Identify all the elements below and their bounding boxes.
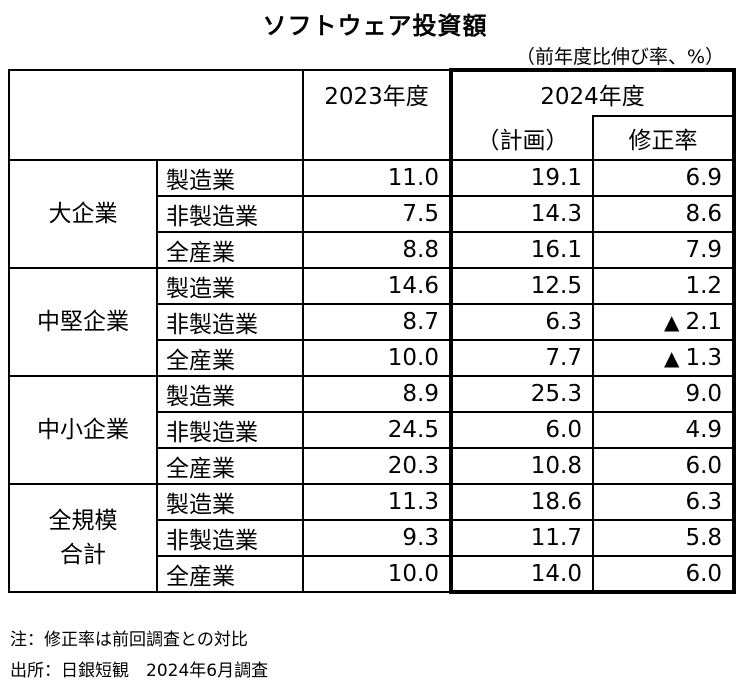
sector-label: 製造業 [156, 483, 304, 521]
value-plan: 14.0 [449, 555, 594, 594]
table-row: 非製造業 7.5 14.3 8.6 [9, 195, 737, 233]
table-row: 全規模 合計 製造業 11.3 18.6 6.3 [8, 483, 737, 593]
sector-label: 全産業 [156, 447, 304, 485]
group-label: 中小企業 [8, 375, 158, 485]
sector-label: 製造業 [156, 159, 304, 197]
page-title: ソフトウェア投資額 [262, 12, 488, 40]
negative-marker-icon: ▲ [664, 310, 680, 334]
revision-number: 6.9 [685, 165, 723, 191]
revision-number: 9.0 [685, 381, 723, 407]
value-plan: 25.3 [449, 375, 594, 413]
sector-label: 全産業 [156, 555, 304, 593]
sector-label: 全産業 [156, 339, 304, 377]
value-plan: 10.8 [449, 447, 594, 485]
value-fy2023: 24.5 [302, 411, 452, 449]
value-fy2023: 8.9 [302, 375, 452, 413]
group-label: 大企業 [8, 159, 158, 269]
revision-number: 6.3 [685, 489, 723, 515]
revision-number: 7.9 [685, 237, 723, 263]
investment-table: 2023年度 2024年度 （計画） 修正率 大企業 製造業 11.0 19.1 6.9… [8, 68, 737, 594]
sector-label: 非製造業 [156, 519, 304, 557]
note-text: 注：修正率は前回調査との対比 [10, 630, 248, 650]
table-row: 非製造業 24.5 6.0 4.9 [9, 411, 737, 449]
value-revision: 5.8 [591, 519, 737, 557]
sector-label: 全産業 [156, 231, 304, 269]
corner-cell [8, 69, 304, 161]
value-plan: 6.3 [449, 303, 594, 341]
revision-number: 6.0 [685, 453, 723, 479]
revision-number: 8.6 [685, 201, 723, 227]
value-plan: 12.5 [449, 267, 594, 305]
value-fy2023: 8.8 [302, 231, 452, 269]
value-revision: 1.2 [591, 267, 737, 305]
table-row: 全産業 10.0 7.7 ▲ 1.3 [9, 339, 737, 377]
value-fy2023: 10.0 [302, 339, 452, 377]
value-fy2023: 11.3 [302, 483, 452, 521]
value-fy2023: 20.3 [302, 447, 452, 485]
value-revision: ▲ 2.1 [591, 303, 737, 341]
value-plan: 11.7 [449, 519, 594, 557]
table-row: 大企業 製造業 11.0 19.1 6.9 [8, 159, 737, 269]
value-revision: 7.9 [591, 231, 737, 269]
sector-label: 製造業 [156, 267, 304, 305]
value-revision: 4.9 [591, 411, 737, 449]
sector-label: 非製造業 [156, 195, 304, 233]
value-fy2023: 9.3 [302, 519, 452, 557]
value-revision: 9.0 [591, 375, 737, 413]
value-fy2023: 7.5 [302, 195, 452, 233]
header-fy2023: 2023年度 [302, 69, 452, 161]
table-row: 中小企業 製造業 8.9 25.3 9.0 [8, 375, 737, 485]
header-plan: （計画） [449, 116, 594, 161]
revision-number: 6.0 [685, 560, 723, 587]
value-plan: 16.1 [449, 231, 594, 269]
header-revision: 修正率 [591, 115, 737, 161]
revision-number: 2.1 [685, 309, 723, 335]
table-row: 中堅企業 製造業 14.6 12.5 1.2 [8, 267, 737, 377]
value-fy2023: 8.7 [302, 303, 452, 341]
sector-label: 非製造業 [156, 411, 304, 449]
header-fy2024: 2024年度 [448, 68, 737, 116]
value-revision: 6.0 [591, 447, 737, 485]
table-row: 全産業 20.3 10.8 6.0 [9, 447, 737, 485]
table-row: 全産業 10.0 14.0 6.0 [9, 555, 737, 594]
value-revision: 6.9 [591, 159, 737, 197]
value-fy2023: 10.0 [302, 555, 452, 593]
table-row: 非製造業 9.3 11.7 5.8 [9, 519, 737, 557]
value-plan: 7.7 [449, 339, 594, 377]
revision-number: 5.8 [685, 525, 723, 551]
value-revision: ▲ 1.3 [591, 339, 737, 377]
value-plan: 14.3 [449, 195, 594, 233]
value-plan: 18.6 [449, 483, 594, 521]
value-revision: 6.3 [591, 483, 737, 521]
value-plan: 6.0 [449, 411, 594, 449]
source-text: 出所：日銀短観 2024年6月調査 [10, 661, 269, 681]
revision-number: 4.9 [685, 417, 723, 443]
value-revision: 8.6 [591, 195, 737, 233]
table-body: 大企業 製造業 11.0 19.1 6.9 非製造業 7.5 14.3 8.6 全産業 8.8 16.… [8, 159, 737, 594]
group-label: 中堅企業 [8, 267, 158, 377]
value-fy2023: 11.0 [302, 159, 452, 197]
value-plan: 19.1 [449, 159, 594, 197]
value-revision: 6.0 [591, 555, 737, 594]
table-row: 非製造業 8.7 6.3 ▲ 2.1 [9, 303, 737, 341]
negative-marker-icon: ▲ [664, 346, 680, 370]
value-fy2023: 14.6 [302, 267, 452, 305]
revision-number: 1.2 [685, 273, 723, 299]
sector-label: 非製造業 [156, 303, 304, 341]
unit-label: （前年度比伸び率、%） [515, 46, 724, 68]
sector-label: 製造業 [156, 375, 304, 413]
revision-number: 1.3 [685, 345, 723, 371]
group-label: 全規模 合計 [8, 483, 158, 593]
table-row: 全産業 8.8 16.1 7.9 [9, 231, 737, 269]
